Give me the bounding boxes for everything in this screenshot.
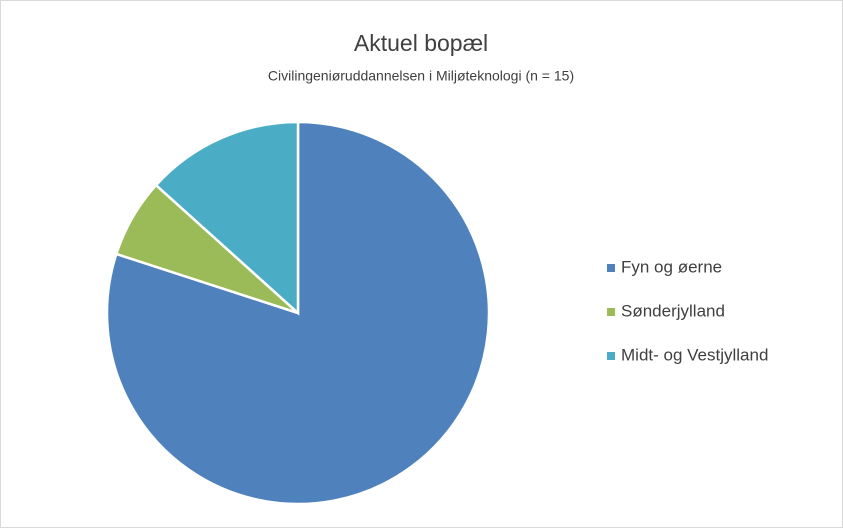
legend-label: Sønderjylland (621, 301, 725, 320)
legend-swatch (607, 308, 615, 316)
chart-title: Aktuel bopæl (354, 30, 488, 56)
legend-swatch (607, 352, 615, 360)
pie-slice (154, 120, 300, 316)
legend-label: Midt- og Vestjylland (621, 345, 768, 364)
pie-slice (105, 120, 491, 506)
legend-label: Fyn og øerne (621, 257, 722, 276)
chart-subtitle: Civilingeniøruddannelsen i Miljøteknolog… (268, 68, 574, 84)
legend-swatch (607, 264, 615, 272)
